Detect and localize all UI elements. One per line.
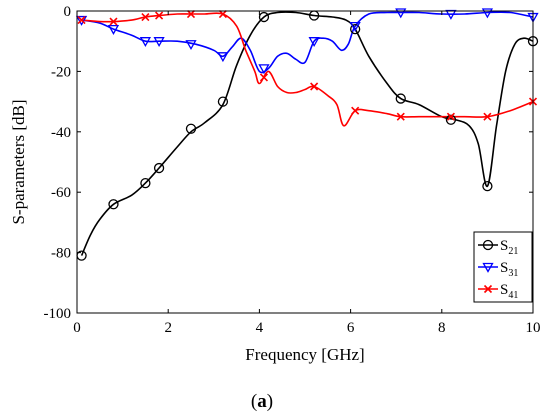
x-tick-label: 8 — [438, 320, 446, 336]
marker-s21 — [258, 11, 270, 23]
y-tick-label: -100 — [44, 306, 72, 322]
marker-s41 — [483, 112, 492, 121]
legend-label-s31: S31 — [500, 260, 518, 279]
y-tick-label: -40 — [51, 125, 71, 141]
marker-s41 — [77, 15, 86, 25]
legend-marker-s21 — [482, 239, 494, 251]
marker-s41 — [155, 11, 164, 20]
series-line-s41 — [81, 12, 533, 127]
y-tick-label: -80 — [51, 246, 71, 262]
markers-layer — [75, 8, 539, 261]
y-tick-label: -60 — [51, 185, 71, 201]
series-line-s21 — [80, 11, 533, 256]
marker-s31 — [217, 52, 229, 63]
marker-s41 — [141, 12, 150, 22]
legend-marker-s41 — [483, 284, 493, 294]
x-tick-label: 6 — [347, 320, 355, 336]
marker-s41 — [218, 9, 227, 19]
marker-s31 — [481, 8, 494, 19]
x-tick-label: 4 — [256, 320, 264, 336]
marker-s41 — [186, 9, 196, 19]
marker-s21 — [395, 93, 406, 104]
series-line-s31 — [81, 11, 533, 74]
marker-s31 — [349, 21, 361, 32]
marker-s21 — [108, 199, 119, 210]
marker-s41 — [259, 73, 269, 82]
curves-layer — [80, 11, 533, 256]
marker-s41 — [310, 82, 319, 91]
marker-s31 — [258, 64, 270, 75]
x-axis-title: Frequency [GHz] — [245, 345, 364, 364]
marker-s31 — [75, 15, 88, 26]
ticks-layer: 0 2 4 6 8 10 0 -20 -40 -60 -80 -100 — [44, 4, 541, 336]
x-tick-label: 0 — [73, 320, 81, 336]
x-tick-label: 10 — [526, 320, 541, 336]
marker-s21 — [482, 181, 493, 192]
plot-frame — [76, 10, 534, 314]
figure-caption: (a) — [251, 391, 273, 412]
caption-letter: a — [257, 391, 267, 412]
marker-s21 — [445, 114, 457, 125]
marker-s41 — [109, 17, 118, 26]
x-tick-label: 2 — [164, 320, 172, 336]
marker-s31 — [308, 37, 320, 48]
caption-open: ( — [251, 391, 257, 412]
legend-marker-s31 — [482, 262, 494, 273]
marker-s31 — [139, 37, 152, 48]
marker-s21 — [153, 162, 165, 174]
marker-s21 — [217, 96, 229, 107]
marker-s31 — [395, 8, 407, 19]
marker-s41 — [446, 112, 455, 121]
marker-s41 — [351, 106, 360, 115]
marker-s21 — [350, 23, 361, 35]
marker-s41 — [396, 112, 405, 121]
marker-s31 — [107, 24, 120, 35]
legend-label-s21: S21 — [500, 238, 518, 257]
marker-s31 — [185, 40, 197, 51]
y-tick-label: -20 — [51, 64, 71, 80]
y-axis-title: S-parameters [dB] — [9, 99, 28, 224]
y-tick-label: 0 — [64, 4, 72, 20]
caption-close: ) — [267, 391, 273, 412]
legend-label-s41: S41 — [500, 282, 518, 301]
legend: S21 S31 S41 — [473, 231, 533, 303]
marker-s21 — [140, 177, 151, 189]
marker-s21 — [185, 123, 197, 134]
marker-s31 — [153, 37, 165, 48]
